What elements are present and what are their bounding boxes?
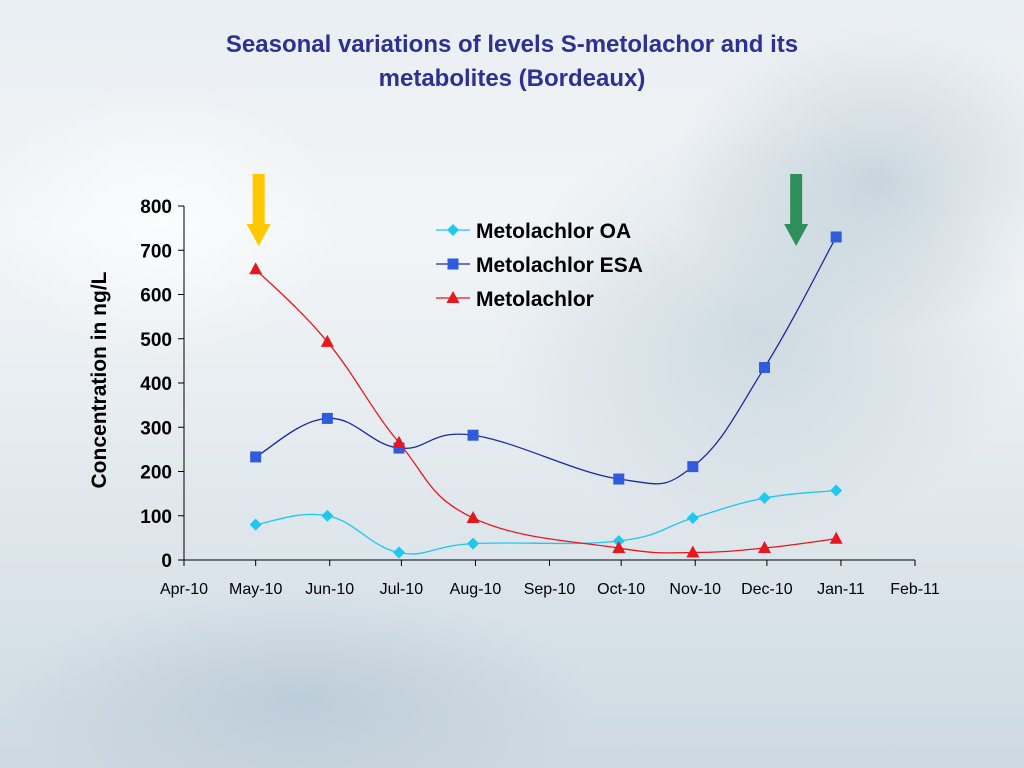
x-tick-label: Aug-10	[450, 581, 502, 598]
data-point-metolachlor-esa	[321, 412, 333, 424]
y-tick-label: 800	[140, 197, 172, 218]
data-point-metolachlor-oa	[393, 546, 405, 559]
x-tick-label: Nov-10	[669, 581, 721, 598]
series-metolachlor	[249, 262, 843, 558]
y-tick-label: 300	[140, 418, 172, 439]
data-point-metolachlor-oa	[467, 537, 480, 550]
series-line-metolachlor	[255, 268, 837, 554]
y-tick-label: 600	[140, 286, 172, 307]
data-point-metolachlor	[612, 541, 626, 554]
data-point-metolachlor	[758, 541, 771, 554]
legend-marker	[446, 291, 460, 303]
green-arrow-shaft	[790, 174, 803, 226]
y-axis-label: Concentration in ng/L	[88, 271, 111, 488]
x-tick-label: Jan-11	[817, 581, 865, 598]
data-point-metolachlor	[466, 510, 480, 523]
chart-title-line-2: metabolites (Bordeaux)	[378, 65, 646, 92]
axes: 0 100 200 300 400 500 600 700 800 Apr-10 May-10 Jun…	[140, 197, 940, 598]
data-point-metolachlor	[249, 262, 263, 275]
legend-label: Metolachlor ESA	[476, 254, 643, 277]
legend: Metolachlor OA Metolachlor ESA Metolachlor	[436, 220, 643, 311]
data-point-metolachlor-esa	[250, 451, 262, 463]
y-tick-label: 400	[140, 374, 172, 395]
legend-label: Metolachlor OA	[476, 220, 631, 243]
data-point-metolachlor-esa	[393, 442, 405, 454]
legend-marker	[447, 224, 459, 236]
data-point-metolachlor-esa	[759, 362, 770, 374]
data-point-metolachlor-oa	[321, 509, 334, 522]
x-tick-label: Feb-11	[890, 581, 940, 598]
x-tick-label: Jun-10	[305, 581, 354, 598]
yellow-arrow	[246, 174, 271, 246]
data-point-metolachlor-esa	[613, 473, 625, 485]
legend-item-metolachlor: Metolachlor	[436, 288, 594, 311]
series-metolachlor-oa	[249, 484, 843, 559]
data-point-metolachlor-oa	[758, 492, 771, 505]
green-arrow	[784, 174, 809, 246]
yellow-arrow-shaft	[252, 174, 265, 226]
series-line-metolachlor-oa	[255, 489, 837, 555]
yellow-arrow-head	[246, 224, 271, 246]
y-tick-label: 200	[140, 463, 172, 484]
green-arrow-head	[784, 224, 809, 246]
data-point-metolachlor-oa	[830, 484, 843, 497]
data-point-metolachlor-esa	[830, 231, 842, 243]
x-tick-label: Oct-10	[597, 581, 645, 598]
data-point-metolachlor-esa	[687, 461, 699, 473]
x-tick-label: Apr-10	[160, 581, 208, 598]
y-tick-label: 500	[140, 330, 172, 351]
series-layer	[249, 231, 843, 559]
legend-marker	[447, 258, 459, 270]
arrows	[246, 174, 809, 246]
data-point-metolachlor	[829, 531, 843, 544]
x-tick-label: Sep-10	[524, 581, 576, 598]
data-point-metolachlor-esa	[467, 429, 479, 441]
data-point-metolachlor-oa	[686, 511, 699, 524]
chart-title: Seasonal variations of levels S-metolach…	[112, 28, 912, 96]
data-point-metolachlor-oa	[249, 518, 262, 531]
x-tick-label: Jul-10	[380, 581, 424, 598]
y-tick-label: 100	[140, 507, 172, 528]
x-tick-label: May-10	[229, 581, 282, 598]
data-point-metolachlor	[686, 545, 700, 558]
data-point-metolachlor-oa	[612, 534, 625, 547]
data-point-metolachlor	[392, 435, 406, 448]
legend-item-metolachlor-oa: Metolachlor OA	[436, 220, 631, 243]
legend-label: Metolachlor	[476, 288, 594, 311]
y-tick-label: 0	[161, 551, 172, 572]
x-tick-label: Dec-10	[741, 581, 793, 598]
legend-item-metolachlor-esa: Metolachlor ESA	[436, 254, 643, 277]
y-tick-label: 700	[140, 241, 172, 262]
data-point-metolachlor	[320, 334, 334, 347]
chart-title-line-1: Seasonal variations of levels S-metolach…	[225, 31, 799, 58]
series-metolachlor-esa	[250, 231, 842, 485]
